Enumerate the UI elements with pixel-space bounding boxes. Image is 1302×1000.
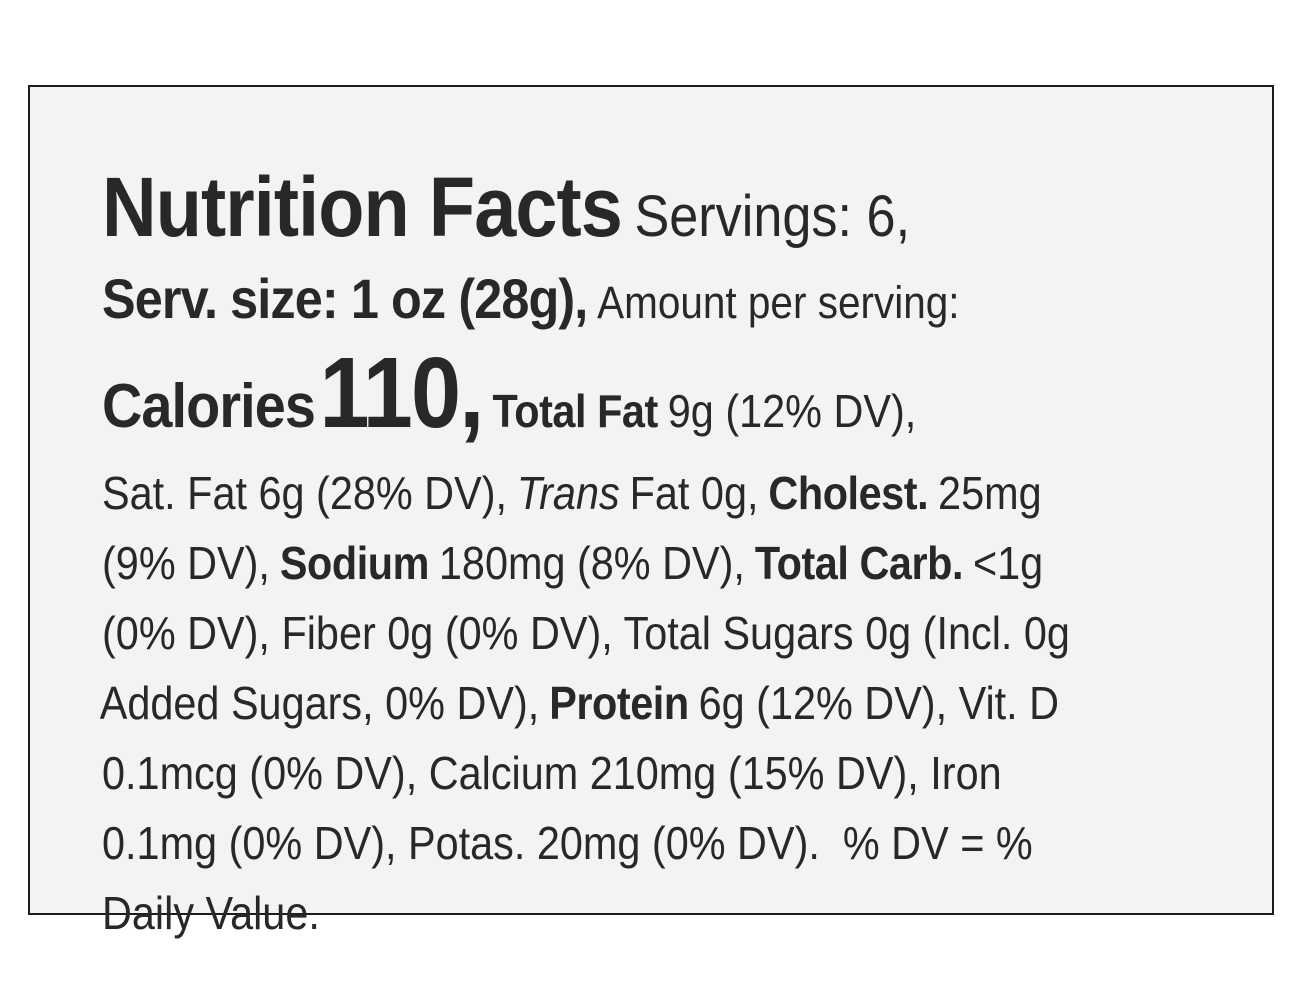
text: Amount per serving: <box>597 277 960 328</box>
line: 0.1mcg (0% DV), Calcium 210mg (15% DV), … <box>56 704 1002 842</box>
serving-size: Serv. size: 1 oz (28g), <box>102 267 588 330</box>
nutrient: Protein <box>549 677 689 729</box>
line: 0.1mg (0% DV), Potas. 20mg (0% DV). % DV… <box>56 774 1033 912</box>
calories-value: 110, <box>319 337 485 449</box>
text: 25mg <box>938 467 1042 519</box>
text: Sat. Fat 6g (28% DV), <box>102 467 507 519</box>
text: Added Sugars, 0% DV), <box>99 677 540 729</box>
text: Servings: 6, <box>634 184 911 249</box>
heading: Nutrition Facts <box>102 160 623 254</box>
text: 9g (12% DV), <box>667 385 917 437</box>
line: Daily Value. <box>56 844 320 982</box>
text: 0.1mcg (0% DV), Calcium 210mg (15% DV), … <box>102 747 1002 799</box>
text: 6g (12% DV), Vit. D <box>698 677 1060 729</box>
text: Daily Value. <box>102 887 320 939</box>
text: (9% DV), <box>102 537 270 589</box>
text: <1g <box>972 537 1044 589</box>
text: (0% DV), Fiber 0g (0% DV), Total Sugars … <box>102 607 1070 659</box>
line: (0% DV), Fiber 0g (0% DV), Total Sugars … <box>56 564 1070 702</box>
line: Serv. size: 1 oz (28g), Amount per servin… <box>56 225 960 373</box>
nutrient: Total Fat <box>492 385 658 437</box>
nutrient: Total Carb. <box>754 537 964 589</box>
line: Sat. Fat 6g (28% DV), Trans Fat 0g, Cholest… <box>56 424 1042 562</box>
line: Added Sugars, 0% DV), Protein 6g (12% DV),… <box>56 634 1059 772</box>
text: 0.1mg (0% DV), Potas. 20mg (0% DV). % DV… <box>102 817 1033 869</box>
line: Nutrition Facts Servings: 6, <box>56 119 910 295</box>
nutrient: Cholest. <box>768 467 929 519</box>
text: 180mg (8% DV), <box>438 537 745 589</box>
line: Calories110, Total Fat 9g (12% DV), <box>56 297 916 489</box>
nutrition-label: Nutrition Facts Servings: 6, Serv. size: … <box>28 85 1274 936</box>
calories-label: Calories <box>102 372 316 441</box>
line: (9% DV), Sodium 180mg (8% DV), Total Carb. <… <box>56 494 1043 632</box>
text: Trans <box>516 467 620 519</box>
text: Fat 0g, <box>629 467 759 519</box>
nutrient: Sodium <box>279 537 430 589</box>
